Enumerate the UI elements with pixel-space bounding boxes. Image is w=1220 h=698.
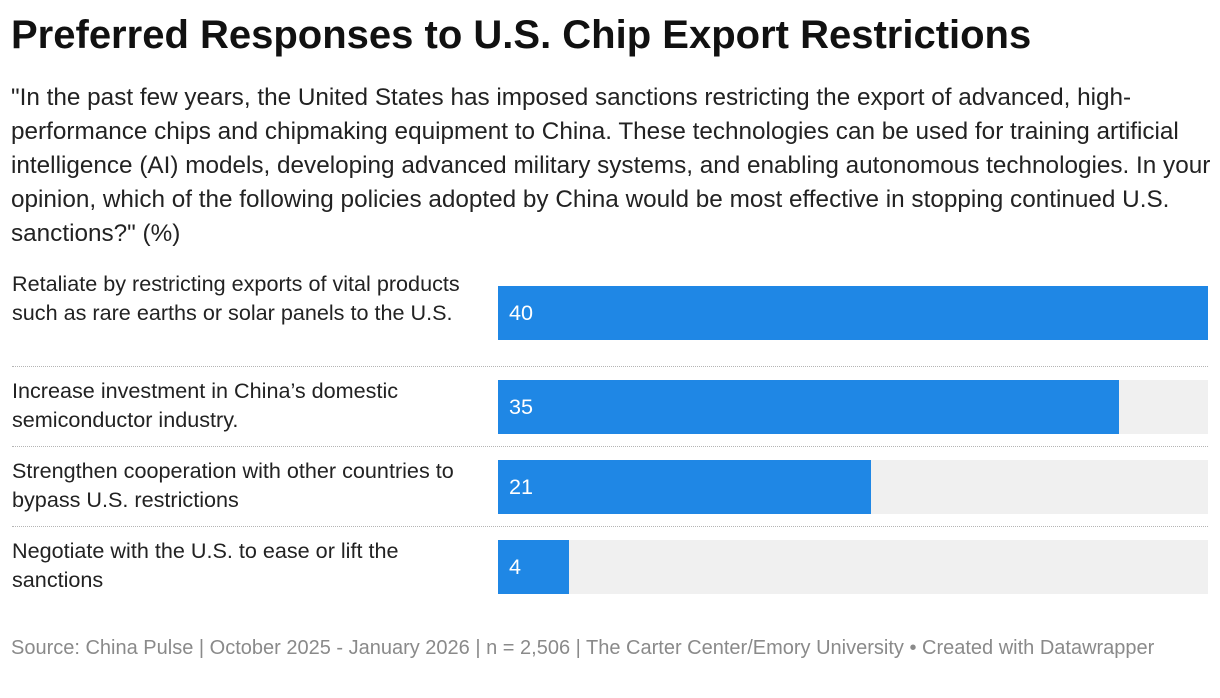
bar-track: 21: [498, 460, 1208, 514]
bar-value-label: 35: [509, 394, 534, 419]
category-label: Retaliate by restricting exports of vita…: [12, 271, 460, 325]
chart-subtitle: "In the past few years, the United State…: [11, 84, 1211, 247]
bar-value-label: 4: [509, 554, 522, 579]
source-note: Source: China Pulse | October 2025 - Jan…: [11, 637, 1155, 659]
bar: [498, 540, 569, 594]
row-divider: [12, 526, 1208, 527]
chart-title: Preferred Responses to U.S. Chip Export …: [11, 13, 1032, 57]
bar: [498, 380, 1120, 434]
bar-value-label: 21: [509, 474, 534, 499]
row-divider: [12, 366, 1208, 367]
bar-value-label: 40: [509, 300, 534, 325]
bar: [498, 286, 1208, 340]
category-label: Negotiate with the U.S. to ease or lift …: [12, 538, 399, 592]
bar-track: 4: [498, 540, 1208, 594]
category-label: Increase investment in China’s domestic …: [12, 378, 399, 432]
bar-track: 40: [498, 286, 1208, 340]
category-label: Strengthen cooperation with other countr…: [12, 458, 454, 512]
row-divider: [12, 446, 1208, 447]
bar: [498, 460, 871, 514]
bar-track: 35: [498, 380, 1208, 434]
